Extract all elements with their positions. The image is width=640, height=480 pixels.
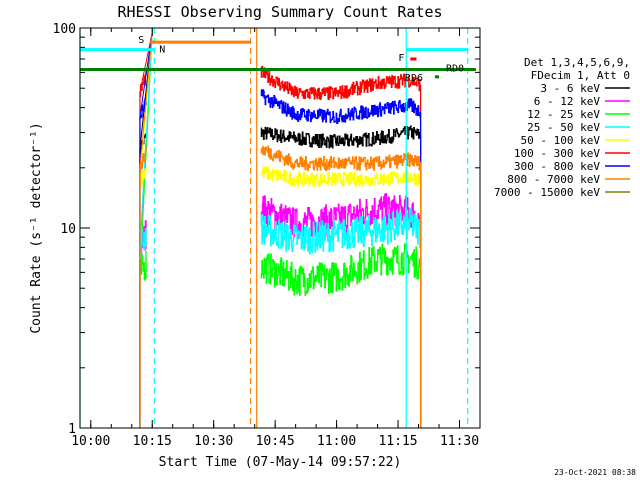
flag-label-rd6-4: RD6 [405,73,423,84]
legend-header-1: FDecim 1, Att 0 [531,69,630,82]
x-tick-label-0: 10:00 [71,434,110,449]
series-trace-7 [139,144,147,173]
flag-label-n-1: N [159,45,165,56]
legend-label-7: 800 - 7000 keV [507,173,600,186]
x-tick-label-6: 11:30 [440,434,479,449]
series-trace-2 [139,250,147,281]
legend-label-6: 300 - 800 keV [514,160,600,173]
legend-label-8: 7000 - 15000 keV [494,186,600,199]
x-axis-label: Start Time (07-May-14 09:57:22) [159,455,402,470]
x-tick-label-5: 11:15 [378,434,417,449]
x-tick-label-1: 10:15 [133,434,172,449]
series-climb-6 [139,32,153,117]
y-tick-label-2: 100 [53,22,76,37]
timestamp: 23-Oct-2021 08:38 [554,468,636,477]
series-trace-6 [139,98,147,119]
x-tick-label-2: 10:30 [194,434,233,449]
y-tick-label-0: 1 [68,422,76,437]
flag-label-f-3: F [398,53,404,64]
legend: Det 1,3,4,5,6,9,FDecim 1, Att 03 - 6 keV… [494,56,630,199]
legend-label-5: 100 - 300 keV [514,147,600,160]
flag-label-s-0: S [138,35,144,46]
series-trace-0 [260,125,421,149]
legend-label-4: 50 - 100 keV [521,134,601,147]
legend-label-0: 3 - 6 keV [540,82,600,95]
legend-label-1: 6 - 12 keV [534,95,601,108]
flag-label-rd0-5: RD0 [446,64,464,75]
series-trace-4 [260,166,421,188]
y-axis-label: Count Rate (s⁻¹ detector⁻¹) [29,122,44,333]
series-climb-3 [139,32,153,246]
series-trace-2 [260,243,421,296]
chart-title: RHESSI Observing Summary Count Rates [117,3,442,21]
series-trace-6 [260,89,421,125]
series-trace-5 [260,65,421,101]
legend-label-3: 25 - 50 keV [527,121,600,134]
legend-header-0: Det 1,3,4,5,6,9, [524,56,630,69]
x-tick-label-4: 11:00 [317,434,356,449]
series-climb-7 [139,32,153,168]
series-trace-1 [260,193,421,240]
y-tick-label-1: 10 [60,222,76,237]
series-trace-4 [139,167,147,187]
series-trace-3 [260,207,421,255]
series-trace-3 [139,228,147,260]
series-trace-7 [260,145,421,172]
legend-label-2: 12 - 25 keV [527,108,600,121]
x-tick-label-3: 10:45 [256,434,295,449]
